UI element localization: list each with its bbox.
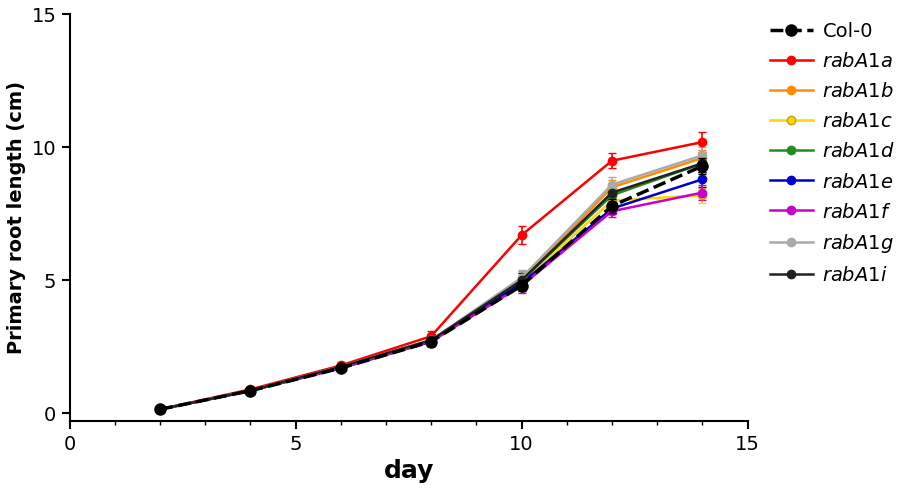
X-axis label: day: day xyxy=(383,459,434,483)
Legend: Col-0, $\it{rabA1a}$, $\it{rabA1b}$, $\it{rabA1c}$, $\it{rabA1d}$, $\it{rabA1e}$: Col-0, $\it{rabA1a}$, $\it{rabA1b}$, $\i… xyxy=(764,16,901,291)
Y-axis label: Primary root length (cm): Primary root length (cm) xyxy=(7,81,26,354)
